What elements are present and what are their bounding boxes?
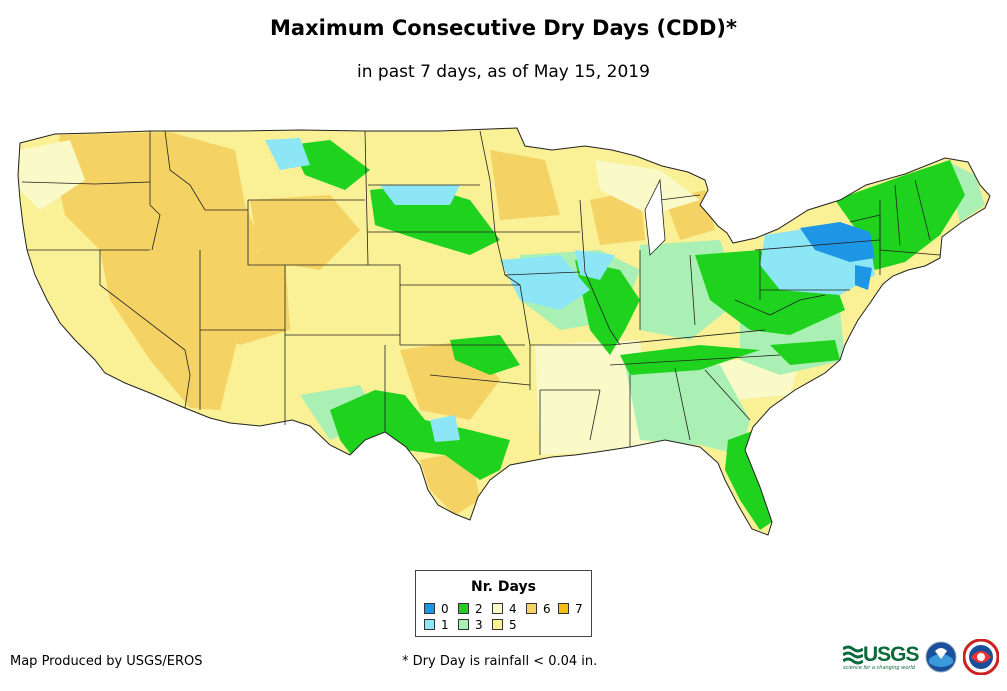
legend-swatch xyxy=(424,603,435,614)
legend-label: 1 xyxy=(441,618,449,632)
dry-day-footnote: * Dry Day is rainfall < 0.04 in. xyxy=(402,654,598,669)
region-1-day-texas xyxy=(430,415,460,442)
usgs-logo-text: USGS xyxy=(863,643,920,666)
region-1-day-montana xyxy=(265,138,310,170)
legend-label: 2 xyxy=(475,602,483,616)
usgs-logo: USGS science for a changing world xyxy=(843,643,920,673)
region-6-days-dakotas xyxy=(490,150,560,220)
region-2-days-north-plains xyxy=(290,140,370,190)
legend-swatch xyxy=(526,603,537,614)
legend-label: 4 xyxy=(509,602,517,616)
region-6-days-west xyxy=(55,132,260,410)
region-2-days-mississippi xyxy=(575,260,640,355)
legend-item-0: 0 xyxy=(424,603,449,615)
region-1-day-dakota xyxy=(380,185,460,205)
legend-label: 0 xyxy=(441,602,449,616)
region-0-days-new-jersey xyxy=(855,265,872,290)
us-cdd-map xyxy=(17,127,991,536)
legend: Nr. Days 0 1 2 3 4 5 6 7 xyxy=(415,570,592,637)
legend-swatch xyxy=(458,603,469,614)
legend-title: Nr. Days xyxy=(471,579,536,595)
state-boundaries xyxy=(17,127,991,536)
legend-swatch xyxy=(492,619,503,630)
legend-swatch xyxy=(492,603,503,614)
legend-item-7: 7 xyxy=(558,603,583,615)
legend-swatch xyxy=(424,619,435,630)
region-0-days-new-york xyxy=(800,222,875,262)
region-4-days-southeast xyxy=(535,340,650,455)
region-2-days-florida xyxy=(725,430,772,530)
map-subtitle: in past 7 days, as of May 15, 2019 xyxy=(357,62,650,82)
legend-label: 3 xyxy=(475,618,483,632)
usgs-tagline: science for a changing world xyxy=(843,665,915,671)
region-6-days-montana xyxy=(250,195,360,270)
legend-label: 5 xyxy=(509,618,517,632)
legend-swatch xyxy=(558,603,569,614)
region-4-days-great-lakes xyxy=(595,160,700,215)
legend-item-4: 4 xyxy=(492,603,517,615)
region-4-days-northwest xyxy=(20,140,85,210)
region-6-days-utah xyxy=(200,245,290,345)
region-3-days-south xyxy=(625,365,750,455)
legend-item-2: 2 xyxy=(458,603,483,615)
legend-item-3: 3 xyxy=(458,619,483,631)
legend-swatch xyxy=(458,619,469,630)
legend-label: 7 xyxy=(575,602,583,616)
legend-item-6: 6 xyxy=(526,603,551,615)
usgs-wave-icon xyxy=(843,645,863,665)
noaa-logo xyxy=(925,641,957,673)
region-1-day-iowa xyxy=(500,255,590,310)
legend-item-1: 1 xyxy=(424,619,449,631)
legend-item-5: 5 xyxy=(492,619,517,631)
nws-logo xyxy=(963,639,999,675)
map-title: Maximum Consecutive Dry Days (CDD)* xyxy=(270,16,737,40)
region-2-days-carolina-coast xyxy=(770,340,840,365)
legend-label: 6 xyxy=(543,602,551,616)
producer-credit: Map Produced by USGS/EROS xyxy=(10,654,203,669)
